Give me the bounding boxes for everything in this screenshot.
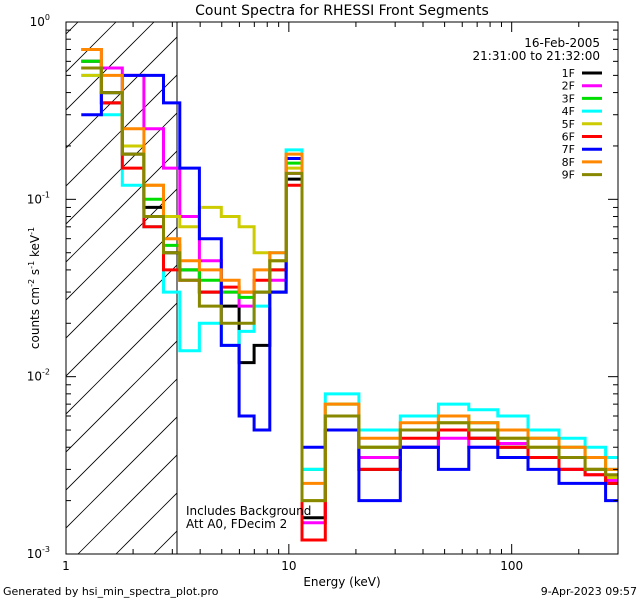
plot-frame xyxy=(65,21,619,555)
y-tick-label: 10-1 xyxy=(27,190,50,206)
series-8f xyxy=(81,48,618,485)
y-tick-exponent: -3 xyxy=(42,545,50,554)
date-label: 16-Feb-2005 xyxy=(524,36,600,50)
legend-label: 7F xyxy=(562,143,575,156)
below-threshold-hatch xyxy=(66,22,177,554)
y-label-exp: -1 xyxy=(27,227,36,235)
legend-label: 1F xyxy=(562,67,575,80)
hatch-line xyxy=(66,264,177,377)
legend-label: 6F xyxy=(562,131,575,144)
series-group xyxy=(81,48,618,542)
y-axis-label: counts cm-2 s-1 keV-1 xyxy=(27,227,42,349)
y-label-part: counts cm xyxy=(28,287,42,349)
hatch-line xyxy=(66,36,177,149)
legend-label: 2F xyxy=(562,80,575,93)
series-7f xyxy=(81,73,618,503)
annotation-attenuator: Att A0, FDecim 2 xyxy=(186,517,287,531)
axis-ticks xyxy=(65,21,619,555)
x-tick-label: 100 xyxy=(500,559,523,573)
hatch-line xyxy=(66,226,177,339)
chart-title: Count Spectra for RHESSI Front Segments xyxy=(195,3,489,19)
axis-tick-labels: 1 10 100 100 10-1 10-2 10-3 xyxy=(27,13,523,573)
y-tick-label: 100 xyxy=(30,13,50,29)
hatch-line xyxy=(66,150,177,263)
y-label-exp: -2 xyxy=(27,279,36,287)
x-axis-label: Energy (keV) xyxy=(303,575,380,589)
y-tick-exponent: -2 xyxy=(42,368,50,377)
legend-label: 8F xyxy=(562,156,575,169)
hatch-line xyxy=(66,416,177,529)
y-tick-label: 10-3 xyxy=(27,545,50,561)
legend-label: 9F xyxy=(562,169,575,182)
legend-label: 4F xyxy=(562,105,575,118)
y-tick-exponent: 0 xyxy=(45,13,50,22)
time-range-label: 21:31:00 to 21:32:00 xyxy=(473,49,600,63)
hatch-line xyxy=(77,454,177,554)
series-9f xyxy=(81,66,618,503)
y-label-part: keV xyxy=(28,234,42,261)
hatch-line xyxy=(66,22,155,111)
legend-label: 3F xyxy=(562,92,575,105)
x-tick-label: 1 xyxy=(62,559,70,573)
annotation-background: Includes Background xyxy=(186,504,311,518)
y-tick-label: 10-2 xyxy=(27,368,50,384)
hatch-line xyxy=(66,22,117,73)
hatch-line xyxy=(66,74,177,187)
footer-generator: Generated by hsi_min_spectra_plot.pro xyxy=(3,585,219,598)
hatch-line xyxy=(66,188,177,301)
footer-date: 9-Apr-2023 09:57 xyxy=(541,585,637,598)
x-tick-label: 10 xyxy=(281,559,296,573)
hatch-line xyxy=(66,378,177,491)
y-tick-exponent: -1 xyxy=(42,190,50,199)
y-label-part: s xyxy=(28,269,42,279)
legend-label: 5F xyxy=(562,118,575,131)
y-label-exp: -1 xyxy=(27,261,36,269)
